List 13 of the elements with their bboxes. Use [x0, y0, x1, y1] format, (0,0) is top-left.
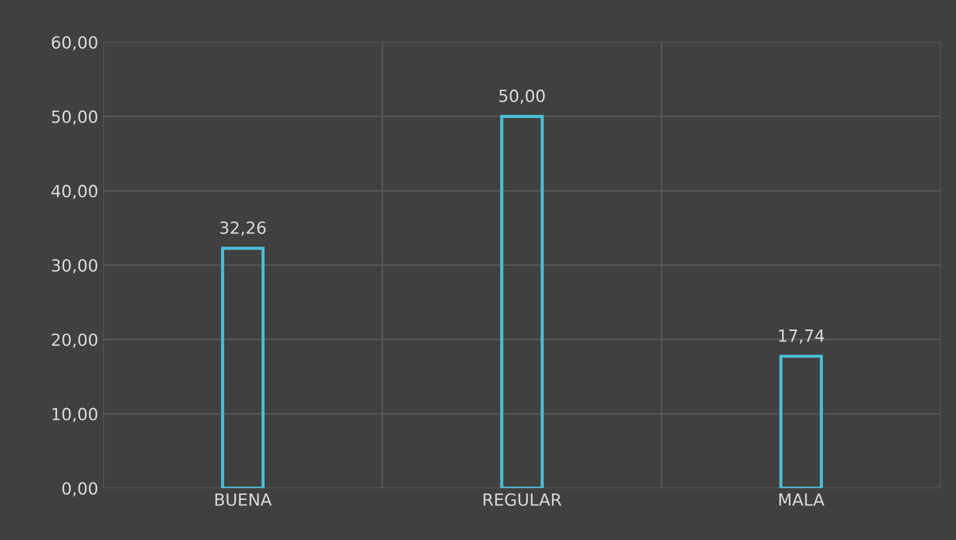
y-tick-label: 40,00: [51, 184, 98, 200]
x-tick-label: MALA: [779, 494, 824, 506]
y-tick-label: 20,00: [52, 333, 98, 348]
y-tick-label: 0,00: [62, 482, 98, 496]
x-tick-label: REGULAR: [484, 493, 562, 506]
data-label: 17,74: [779, 330, 824, 344]
y-tick-label: 30,00: [52, 259, 98, 274]
y-tick-label: 60,00: [52, 36, 98, 50]
y-tick-label: 50,00: [52, 110, 98, 125]
data-label: 50,00: [499, 90, 545, 104]
x-tick-label: BUENA: [215, 494, 272, 506]
data-label: 32,26: [220, 221, 266, 236]
y-tick-label: 10,00: [52, 408, 98, 422]
